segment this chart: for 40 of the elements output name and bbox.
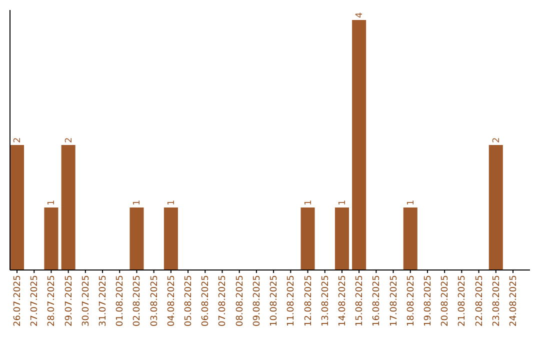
x-tick-label: 07.08.2025: [218, 275, 228, 327]
data-label: 2: [64, 137, 74, 143]
x-tick-label: 27.07.2025: [30, 275, 40, 327]
x-tick-label: 16.08.2025: [372, 275, 382, 327]
data-label: 1: [304, 200, 314, 206]
x-tick-label: 21.08.2025: [458, 275, 468, 327]
x-tick-label: 10.08.2025: [270, 275, 280, 327]
data-label: 2: [13, 137, 24, 143]
x-tick-label: 18.08.2025: [406, 275, 416, 327]
data-label: 4: [355, 12, 366, 18]
x-tick-label: 06.08.2025: [201, 275, 212, 327]
x-tick-label: 15.08.2025: [355, 275, 366, 327]
x-tick-label: 22.08.2025: [474, 275, 485, 327]
x-tick-label: 24.08.2025: [508, 275, 519, 327]
x-tick-label: 17.08.2025: [389, 275, 400, 327]
x-tick-label: 04.08.2025: [166, 275, 177, 327]
x-tick-label: 31.07.2025: [98, 275, 109, 327]
x-tick-label: 08.08.2025: [235, 275, 246, 327]
x-tick-label: 11.08.2025: [286, 275, 297, 327]
x-tick-label: 03.08.2025: [150, 275, 160, 327]
data-label: 1: [166, 200, 177, 206]
data-label: 2: [492, 137, 502, 143]
data-label: 1: [338, 200, 348, 206]
x-tick-label: 05.08.2025: [184, 275, 194, 327]
x-tick-label: 13.08.2025: [320, 275, 331, 327]
x-tick-label: 12.08.2025: [304, 275, 314, 327]
x-tick-label: 28.07.2025: [47, 275, 58, 327]
x-tick-label: 09.08.2025: [252, 275, 262, 327]
x-tick-label: 30.07.2025: [81, 275, 92, 327]
data-label: 1: [47, 200, 58, 206]
x-tick-label: 26.07.2025: [13, 275, 24, 327]
data-label: 1: [406, 200, 416, 206]
data-label: 1: [132, 200, 143, 206]
x-tick-label: 01.08.2025: [116, 275, 126, 327]
x-tick-label: 20.08.2025: [440, 275, 451, 327]
x-tick-label: 02.08.2025: [132, 275, 143, 327]
x-tick-label: 19.08.2025: [423, 275, 434, 327]
x-tick-label: 14.08.2025: [338, 275, 348, 327]
x-tick-label: 29.07.2025: [64, 275, 74, 327]
x-tick-label: 23.08.2025: [492, 275, 502, 327]
